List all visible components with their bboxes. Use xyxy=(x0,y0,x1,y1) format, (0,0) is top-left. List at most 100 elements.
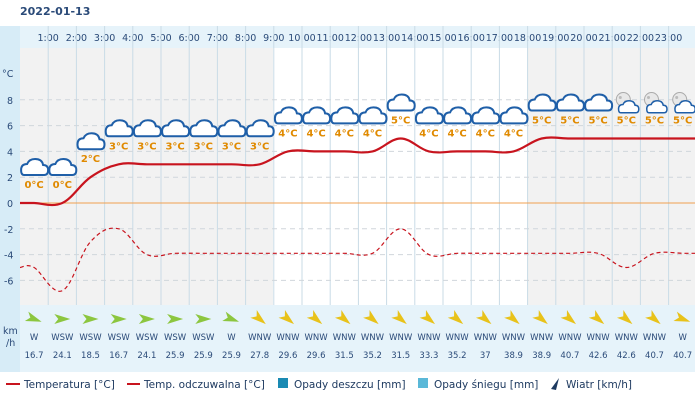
feels-like-line xyxy=(19,227,695,292)
temp-label: 3°C xyxy=(222,141,241,152)
wind-arrow xyxy=(447,310,464,325)
wind-arrow xyxy=(82,314,99,324)
y-tick-label: -2 xyxy=(4,225,13,236)
wind-speed: 40.7 xyxy=(673,351,692,361)
wind-speed: 27.8 xyxy=(250,351,269,361)
wind-direction: WNW xyxy=(333,333,357,343)
y-axis-ticks: 8 6 4 2 0 -2 -4 -6 xyxy=(4,96,13,288)
wind-speed: 25.9 xyxy=(194,351,213,361)
wind-speed: 35.2 xyxy=(363,351,382,361)
wind-direction: WNW xyxy=(502,333,526,343)
wind-arrow xyxy=(24,311,42,322)
y-tick-label: 6 xyxy=(7,122,13,133)
date-label: 2022-01-13 xyxy=(20,5,90,18)
temp-label: 0°C xyxy=(24,180,43,191)
wind-arrow xyxy=(419,310,436,325)
wind-speed: 29.6 xyxy=(278,351,297,361)
wind-speed: 38.9 xyxy=(532,351,551,361)
legend-snow-swatch xyxy=(418,378,428,388)
wind-unit-top: km xyxy=(3,326,18,337)
temp-label: 3°C xyxy=(250,141,269,152)
temp-label: 5°C xyxy=(532,116,551,127)
wind-direction: WNW xyxy=(643,333,667,343)
temp-label: 4°C xyxy=(306,128,325,139)
wind-arrow xyxy=(138,314,155,324)
temp-label: 3°C xyxy=(137,141,156,152)
wind-arrow xyxy=(195,314,212,324)
temperature-line xyxy=(20,136,695,207)
wind-direction: WNW xyxy=(587,333,611,343)
temp-label: 0°C xyxy=(53,180,72,191)
partly-cloudy-night-icon xyxy=(672,92,695,114)
temp-unit-label: °C xyxy=(2,69,14,80)
legend-wind-icon xyxy=(551,378,559,390)
wind-speed: 31.5 xyxy=(335,351,354,361)
y-tick-label: -4 xyxy=(4,251,13,262)
legend-rain-swatch xyxy=(278,378,288,388)
wind-arrow xyxy=(306,310,323,325)
temp-label: 3°C xyxy=(165,141,184,152)
wind-arrow xyxy=(167,314,184,324)
wind-speed: 38.9 xyxy=(504,351,523,361)
legend: Temperatura [°C] Temp. odczuwalna [°C] O… xyxy=(6,378,632,391)
legend-feels-label: Temp. odczuwalna [°C] xyxy=(143,379,265,391)
wind-direction: WSW xyxy=(136,333,159,343)
left-axis-strip xyxy=(0,26,20,372)
wind-direction: WNW xyxy=(530,333,554,343)
y-tick-label: 8 xyxy=(7,96,13,107)
wind-arrow xyxy=(645,310,661,325)
wind-speed: 40.7 xyxy=(560,351,579,361)
y-tick-label: 2 xyxy=(7,173,13,184)
temp-label: 5°C xyxy=(673,116,692,127)
wind-arrow xyxy=(54,314,71,324)
wind-direction: WSW xyxy=(192,333,215,343)
temp-label: 4°C xyxy=(476,128,495,139)
wind-row xyxy=(20,305,695,372)
wind-direction: WNW xyxy=(389,333,413,343)
temp-label: 4°C xyxy=(278,128,297,139)
wind-speed: 42.6 xyxy=(589,351,608,361)
wind-direction: WNW xyxy=(446,333,470,343)
temp-label: 5°C xyxy=(617,116,636,127)
temp-label: 5°C xyxy=(645,116,664,127)
wind-arrow xyxy=(222,311,240,322)
y-tick-label: -6 xyxy=(4,276,13,287)
daylight-band xyxy=(273,48,527,305)
wind-arrow xyxy=(560,310,577,325)
wind-direction: WNW xyxy=(248,333,272,343)
partly-cloudy-night-icon xyxy=(644,92,668,114)
legend-snow-label: Opady śniegu [mm] xyxy=(434,379,538,391)
wind-arrow xyxy=(250,310,266,325)
wind-unit-bottom: /h xyxy=(6,338,15,349)
legend-wind-label: Wiatr [km/h] xyxy=(566,379,632,391)
temp-label: 4°C xyxy=(419,128,438,139)
wind-arrow xyxy=(532,310,548,325)
temp-label: 5°C xyxy=(588,116,607,127)
partly-cloudy-night-icon xyxy=(615,92,640,114)
hour-labels: 1:00 2:00 3:00 4:00 5:00 6:00 7:00 8:00 9:00 10:0… xyxy=(38,33,683,44)
wind-direction: WNW xyxy=(305,333,329,343)
wind-arrow xyxy=(110,314,127,324)
wind-direction: WNW xyxy=(558,333,582,343)
temp-label: 4°C xyxy=(504,128,523,139)
temperature-labels: 0°C 0°C 2°C 3°C 3°C 3°C 3°C 3°C 3°C 4°C 4°C 4°C 4°C 5… xyxy=(24,116,692,192)
wind-direction: WNW xyxy=(474,333,498,343)
wind-direction: W xyxy=(678,333,687,343)
temp-label: 3°C xyxy=(194,141,213,152)
wind-speed: 24.1 xyxy=(137,351,156,361)
wind-direction: WNW xyxy=(276,333,300,343)
y-tick-label: 4 xyxy=(7,147,13,158)
wind-arrow xyxy=(278,310,295,325)
wind-speed: 16.7 xyxy=(25,351,44,361)
wind-speed: 18.5 xyxy=(81,351,100,361)
wind-direction: W xyxy=(30,333,39,343)
wind-direction: WNW xyxy=(615,333,639,343)
temp-label: 4°C xyxy=(447,128,466,139)
wind-speed: 33.3 xyxy=(419,351,438,361)
temp-label: 5°C xyxy=(391,116,410,127)
wind-speed: 42.6 xyxy=(617,351,636,361)
wind-speed: 35.2 xyxy=(448,351,467,361)
legend-temp-label: Temperatura [°C] xyxy=(23,379,115,391)
wind-cells: W 16.7 WSW 24.1 WSW 18.5 WSW 16.7 WSW 24.1 WSW 25.9… xyxy=(24,310,692,361)
